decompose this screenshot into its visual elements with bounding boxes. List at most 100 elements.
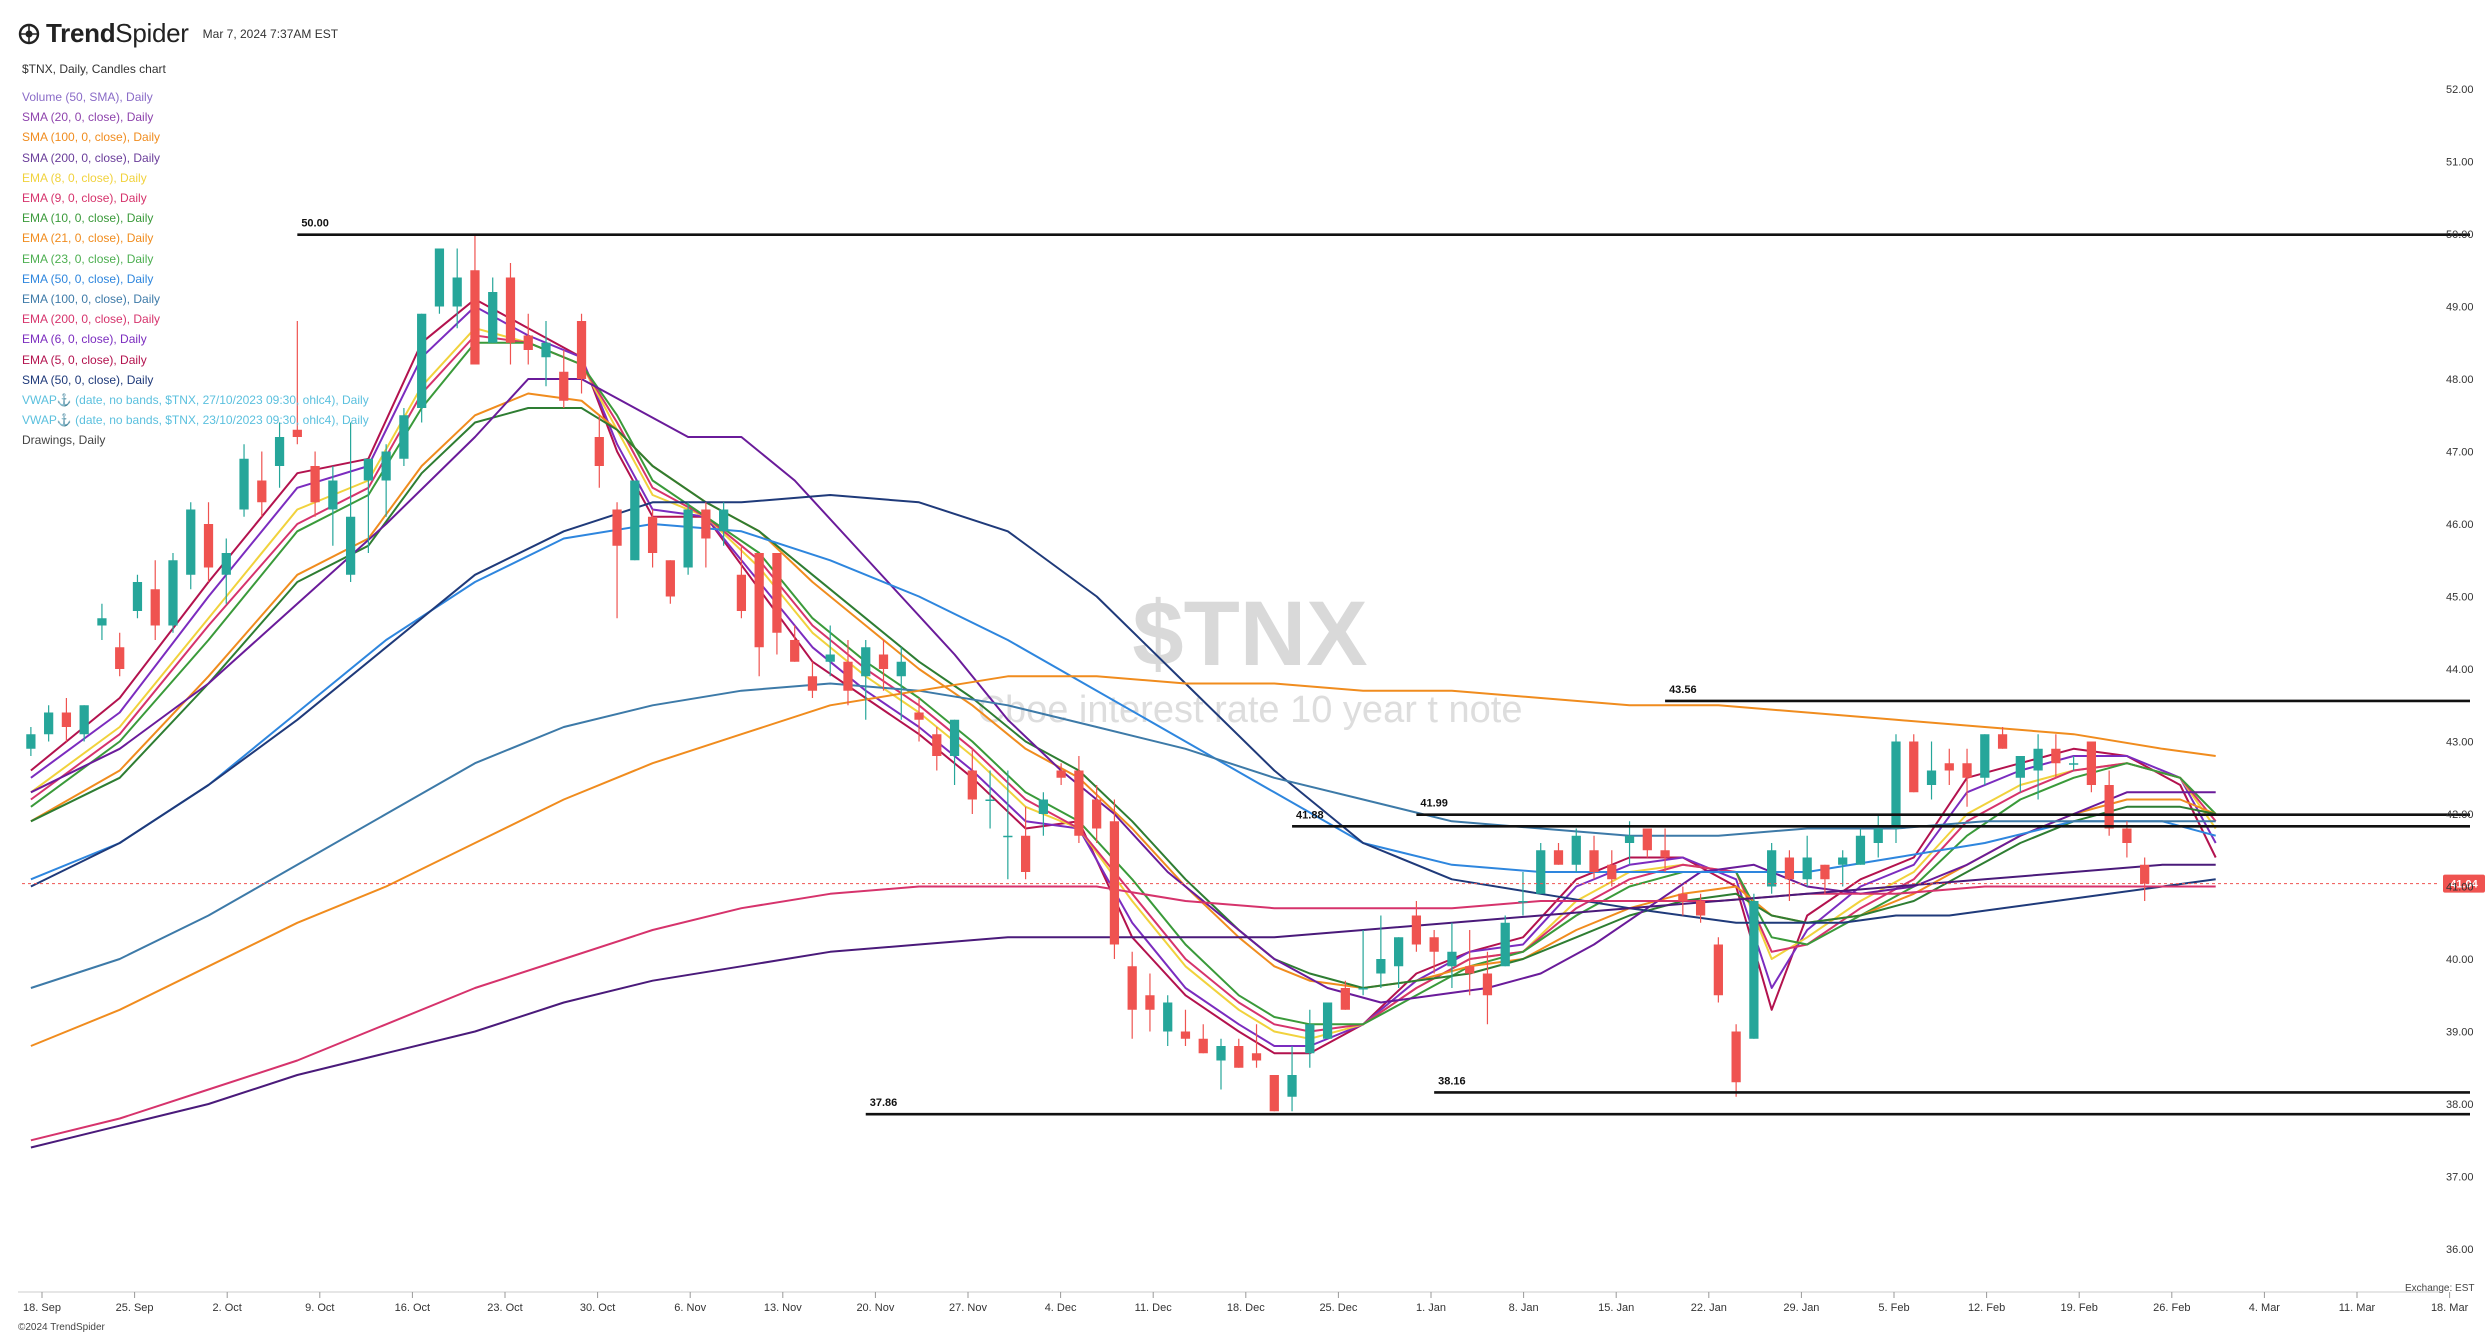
candle[interactable]: [168, 560, 178, 626]
candle[interactable]: [754, 553, 764, 648]
time-axis[interactable]: 18. Sep 25. Sep 2. Oct 9. Oct 16. Oct 23. Oct…: [18, 1291, 2469, 1314]
candle[interactable]: [1820, 864, 1830, 880]
candle[interactable]: [1056, 770, 1066, 778]
candle[interactable]: [719, 509, 729, 532]
candle[interactable]: [1500, 922, 1510, 967]
candle[interactable]: [843, 661, 853, 691]
candle[interactable]: [736, 574, 747, 611]
candle[interactable]: [44, 712, 54, 735]
legend-item[interactable]: SMA (20, 0, close), Daily: [22, 110, 154, 125]
candle[interactable]: [186, 509, 196, 575]
candle[interactable]: [1926, 770, 1937, 786]
legend-item[interactable]: VWAP⚓ (date, no bands, $TNX, 23/10/2023 …: [22, 413, 369, 428]
candle[interactable]: [1411, 915, 1422, 945]
candle[interactable]: [1376, 959, 1386, 974]
candle[interactable]: [257, 480, 267, 503]
candle[interactable]: [701, 509, 711, 539]
candle[interactable]: [1678, 893, 1688, 901]
candle[interactable]: [1465, 966, 1475, 974]
candle[interactable]: [1234, 1046, 1244, 1068]
legend-item[interactable]: EMA (200, 0, close), Daily: [22, 312, 161, 327]
candle[interactable]: [470, 270, 480, 365]
legend-item[interactable]: EMA (100, 0, close), Daily: [22, 292, 161, 307]
candle[interactable]: [807, 676, 818, 691]
candle[interactable]: [541, 342, 551, 358]
candle[interactable]: [523, 335, 533, 351]
candle[interactable]: [967, 770, 977, 800]
candle[interactable]: [914, 712, 924, 720]
candle[interactable]: [1269, 1075, 1279, 1112]
candle[interactable]: [1695, 901, 1706, 916]
candle[interactable]: [97, 618, 107, 626]
candle[interactable]: [1198, 1038, 1208, 1054]
candle[interactable]: [2140, 864, 2150, 884]
candle[interactable]: [1980, 734, 1990, 778]
candle[interactable]: [115, 647, 125, 669]
candle[interactable]: [647, 516, 658, 553]
candle[interactable]: [1962, 763, 1972, 778]
candle[interactable]: [1287, 1075, 1297, 1097]
candle[interactable]: [2051, 748, 2061, 764]
candle[interactable]: [1713, 944, 1723, 996]
legend-item[interactable]: EMA (8, 0, close), Daily: [22, 170, 147, 185]
candle[interactable]: [825, 654, 835, 662]
candle[interactable]: [150, 589, 160, 626]
candle[interactable]: [1660, 850, 1670, 858]
candle[interactable]: [1251, 1053, 1262, 1061]
candle[interactable]: [79, 705, 89, 735]
candle[interactable]: [274, 437, 285, 466]
trendspider-logo[interactable]: Trend Spider: [18, 18, 189, 49]
candle[interactable]: [1731, 1031, 1741, 1083]
candle[interactable]: [1092, 799, 1102, 829]
candle[interactable]: [292, 429, 302, 437]
candle[interactable]: [26, 734, 36, 749]
candle[interactable]: [1394, 937, 1404, 967]
candle[interactable]: [1589, 850, 1599, 872]
candle[interactable]: [683, 509, 693, 568]
candle[interactable]: [1642, 828, 1652, 851]
candle[interactable]: [417, 313, 427, 408]
candle[interactable]: [1145, 995, 1155, 1010]
candle[interactable]: [1429, 937, 1439, 952]
candle[interactable]: [1855, 835, 1866, 865]
candle[interactable]: [878, 654, 889, 670]
candle[interactable]: [1127, 966, 1137, 1010]
horizontal-levels[interactable]: 41.04 50.00 43.56 41.99 41.88 38.16 37.86: [22, 218, 2485, 1116]
candle[interactable]: [505, 277, 516, 343]
candle[interactable]: [399, 415, 409, 459]
candle[interactable]: [1163, 1002, 1173, 1032]
candle[interactable]: [576, 321, 587, 379]
candle[interactable]: [612, 509, 622, 546]
candles[interactable]: [26, 234, 2150, 1112]
candle[interactable]: [932, 734, 942, 756]
candle[interactable]: [61, 712, 72, 728]
candle[interactable]: [1873, 828, 1883, 844]
candle[interactable]: [1944, 763, 1954, 771]
candle[interactable]: [1624, 835, 1635, 843]
legend-item[interactable]: EMA (9, 0, close), Daily: [22, 191, 147, 206]
legend-item[interactable]: VWAP⚓ (date, no bands, $TNX, 27/10/2023 …: [22, 393, 369, 408]
candle[interactable]: [1003, 835, 1013, 838]
candle[interactable]: [1802, 857, 1812, 880]
candle[interactable]: [1340, 988, 1350, 1010]
candle[interactable]: [630, 480, 640, 561]
candle[interactable]: [1216, 1046, 1226, 1061]
candle[interactable]: [2104, 785, 2114, 829]
candle[interactable]: [2122, 828, 2132, 844]
legend-item[interactable]: EMA (5, 0, close), Daily: [22, 352, 147, 367]
legend-item[interactable]: EMA (23, 0, close), Daily: [22, 251, 154, 266]
candle[interactable]: [861, 647, 871, 677]
candle[interactable]: [559, 371, 569, 401]
candle[interactable]: [1749, 901, 1759, 1039]
candle[interactable]: [1305, 1024, 1315, 1054]
legend-item[interactable]: SMA (50, 0, close), Daily: [22, 372, 154, 387]
candle[interactable]: [239, 458, 249, 510]
candle[interactable]: [985, 799, 995, 802]
candle[interactable]: [381, 451, 391, 481]
candle[interactable]: [1767, 850, 1777, 887]
legend-item[interactable]: EMA (21, 0, close), Daily: [22, 231, 154, 246]
candle[interactable]: [1322, 1002, 1333, 1039]
legend-item[interactable]: SMA (100, 0, close), Daily: [22, 130, 161, 145]
candle[interactable]: [1180, 1031, 1191, 1039]
